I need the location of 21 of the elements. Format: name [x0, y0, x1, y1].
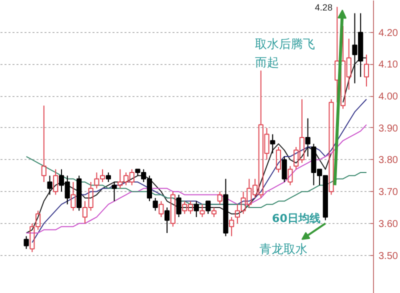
- candlestick: [229, 216, 234, 237]
- annotation: 青龙取水: [260, 242, 308, 256]
- y-tick-label: 4.00: [378, 92, 398, 103]
- candlestick: [305, 118, 310, 158]
- annotation: 取水后腾飞而起: [255, 37, 316, 70]
- candlestick: [364, 54, 370, 87]
- candlestick: [41, 105, 46, 183]
- y-tick-label: 3.90: [378, 123, 398, 134]
- candlestick: [194, 200, 199, 218]
- candlestick: [217, 191, 222, 205]
- candlestick: [328, 98, 334, 196]
- annotation: 4.28: [314, 2, 332, 12]
- y-tick-label: 3.60: [378, 218, 398, 230]
- candlestick: [47, 175, 52, 196]
- y-tick-label: 3.80: [378, 155, 398, 166]
- y-tick-label: 4.10: [378, 60, 398, 71]
- y-tick-label: 4.20: [378, 28, 398, 39]
- candlestick: [24, 236, 29, 250]
- y-tick-label: 3.50: [378, 250, 398, 262]
- annotation: 60日均线: [272, 212, 320, 226]
- y-tick-label: 3.70: [378, 187, 398, 198]
